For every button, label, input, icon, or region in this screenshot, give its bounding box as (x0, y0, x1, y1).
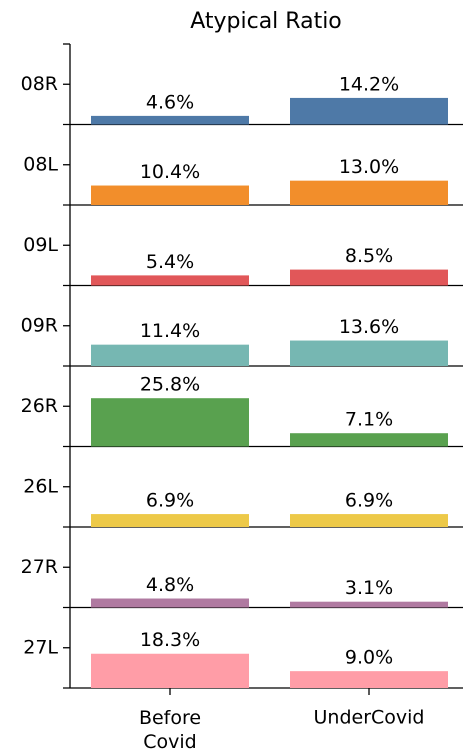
value-label: 14.2% (339, 73, 399, 95)
value-label: 4.6% (146, 91, 194, 113)
bar (290, 433, 448, 447)
value-label: 11.4% (140, 320, 200, 342)
bar (91, 598, 249, 608)
bar (91, 653, 249, 688)
row-label: 27R (21, 556, 58, 578)
bar (91, 514, 249, 527)
bar (290, 97, 448, 125)
bar (290, 269, 448, 286)
row-label: 09L (23, 234, 58, 256)
row-label: 08R (21, 73, 58, 95)
x-tick-label-line: Before (139, 707, 201, 729)
chart-title: Atypical Ratio (190, 9, 342, 34)
bar (290, 671, 448, 688)
value-label: 3.1% (345, 577, 393, 599)
value-label: 13.0% (339, 156, 399, 178)
bar (91, 115, 249, 125)
bar (290, 180, 448, 205)
bar (91, 275, 249, 286)
value-label: 9.0% (345, 647, 393, 669)
x-tick-label-line: Covid (143, 731, 196, 753)
bar (91, 185, 249, 205)
value-label: 4.8% (146, 574, 194, 596)
bar (290, 601, 448, 608)
bar (91, 344, 249, 366)
value-label: 10.4% (140, 161, 200, 183)
bar (91, 398, 249, 447)
value-label: 5.4% (146, 251, 194, 273)
value-label: 6.9% (345, 490, 393, 512)
row-label: 27L (23, 636, 58, 658)
row-label: 26L (23, 475, 58, 497)
row-label: 09R (21, 314, 58, 336)
value-label: 13.6% (339, 316, 399, 338)
value-label: 18.3% (140, 629, 200, 651)
bar (290, 514, 448, 527)
x-tick-label: Before Covid (139, 707, 201, 753)
row-label: 08L (23, 153, 58, 175)
row-label: 26R (21, 395, 58, 417)
x-tick-label: UnderCovid (314, 707, 425, 729)
value-label: 8.5% (345, 245, 393, 267)
value-label: 25.8% (140, 374, 200, 396)
value-label: 6.9% (146, 490, 194, 512)
value-label: 7.1% (345, 409, 393, 431)
bar (290, 340, 448, 366)
